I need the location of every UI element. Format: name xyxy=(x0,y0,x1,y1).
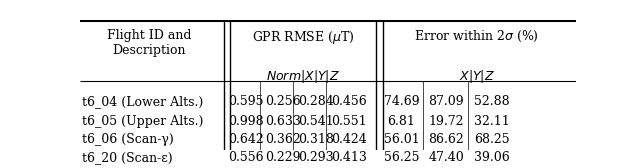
Text: 52.88: 52.88 xyxy=(474,95,509,108)
Text: 0.284: 0.284 xyxy=(298,95,333,108)
Text: GPR RMSE ($\mu$T): GPR RMSE ($\mu$T) xyxy=(252,29,355,46)
Text: Error within 2$\sigma$ (%): Error within 2$\sigma$ (%) xyxy=(414,29,540,44)
Text: 0.541: 0.541 xyxy=(298,115,333,128)
Text: 68.25: 68.25 xyxy=(474,133,509,146)
Text: Flight ID and
Description: Flight ID and Description xyxy=(107,29,192,57)
Text: t6_04 (Lower Alts.): t6_04 (Lower Alts.) xyxy=(83,95,204,108)
Text: 0.633: 0.633 xyxy=(266,115,301,128)
Text: 0.362: 0.362 xyxy=(266,133,301,146)
Text: $\mathit{Norm}$|$\mathit{X}$|$\mathit{Y}$|$\mathit{Z}$: $\mathit{Norm}$|$\mathit{X}$|$\mathit{Y}… xyxy=(266,68,340,85)
Text: t6_05 (Upper Alts.): t6_05 (Upper Alts.) xyxy=(83,115,204,128)
Text: 0.318: 0.318 xyxy=(298,133,333,146)
Text: 32.11: 32.11 xyxy=(474,115,509,128)
Text: 86.62: 86.62 xyxy=(428,133,464,146)
Text: 56.25: 56.25 xyxy=(383,151,419,164)
Text: 0.642: 0.642 xyxy=(228,133,264,146)
Text: 0.293: 0.293 xyxy=(298,151,333,164)
Text: 0.595: 0.595 xyxy=(228,95,264,108)
Text: 0.256: 0.256 xyxy=(266,95,301,108)
Text: 0.424: 0.424 xyxy=(331,133,367,146)
Text: 74.69: 74.69 xyxy=(383,95,419,108)
Text: 0.551: 0.551 xyxy=(331,115,367,128)
Text: 0.413: 0.413 xyxy=(331,151,367,164)
Text: 19.72: 19.72 xyxy=(428,115,464,128)
Text: t6_20 (Scan-ε): t6_20 (Scan-ε) xyxy=(83,151,173,164)
Text: 0.229: 0.229 xyxy=(266,151,301,164)
Text: 47.40: 47.40 xyxy=(428,151,464,164)
Text: 0.998: 0.998 xyxy=(228,115,264,128)
Text: 56.01: 56.01 xyxy=(383,133,419,146)
Text: 6.81: 6.81 xyxy=(387,115,415,128)
Text: $\mathit{X}$|$\mathit{Y}$|$\mathit{Z}$: $\mathit{X}$|$\mathit{Y}$|$\mathit{Z}$ xyxy=(459,68,495,85)
Text: 0.456: 0.456 xyxy=(331,95,367,108)
Text: 87.09: 87.09 xyxy=(428,95,464,108)
Text: 39.06: 39.06 xyxy=(474,151,509,164)
Text: 0.556: 0.556 xyxy=(228,151,264,164)
Text: t6_06 (Scan-γ): t6_06 (Scan-γ) xyxy=(83,133,174,146)
